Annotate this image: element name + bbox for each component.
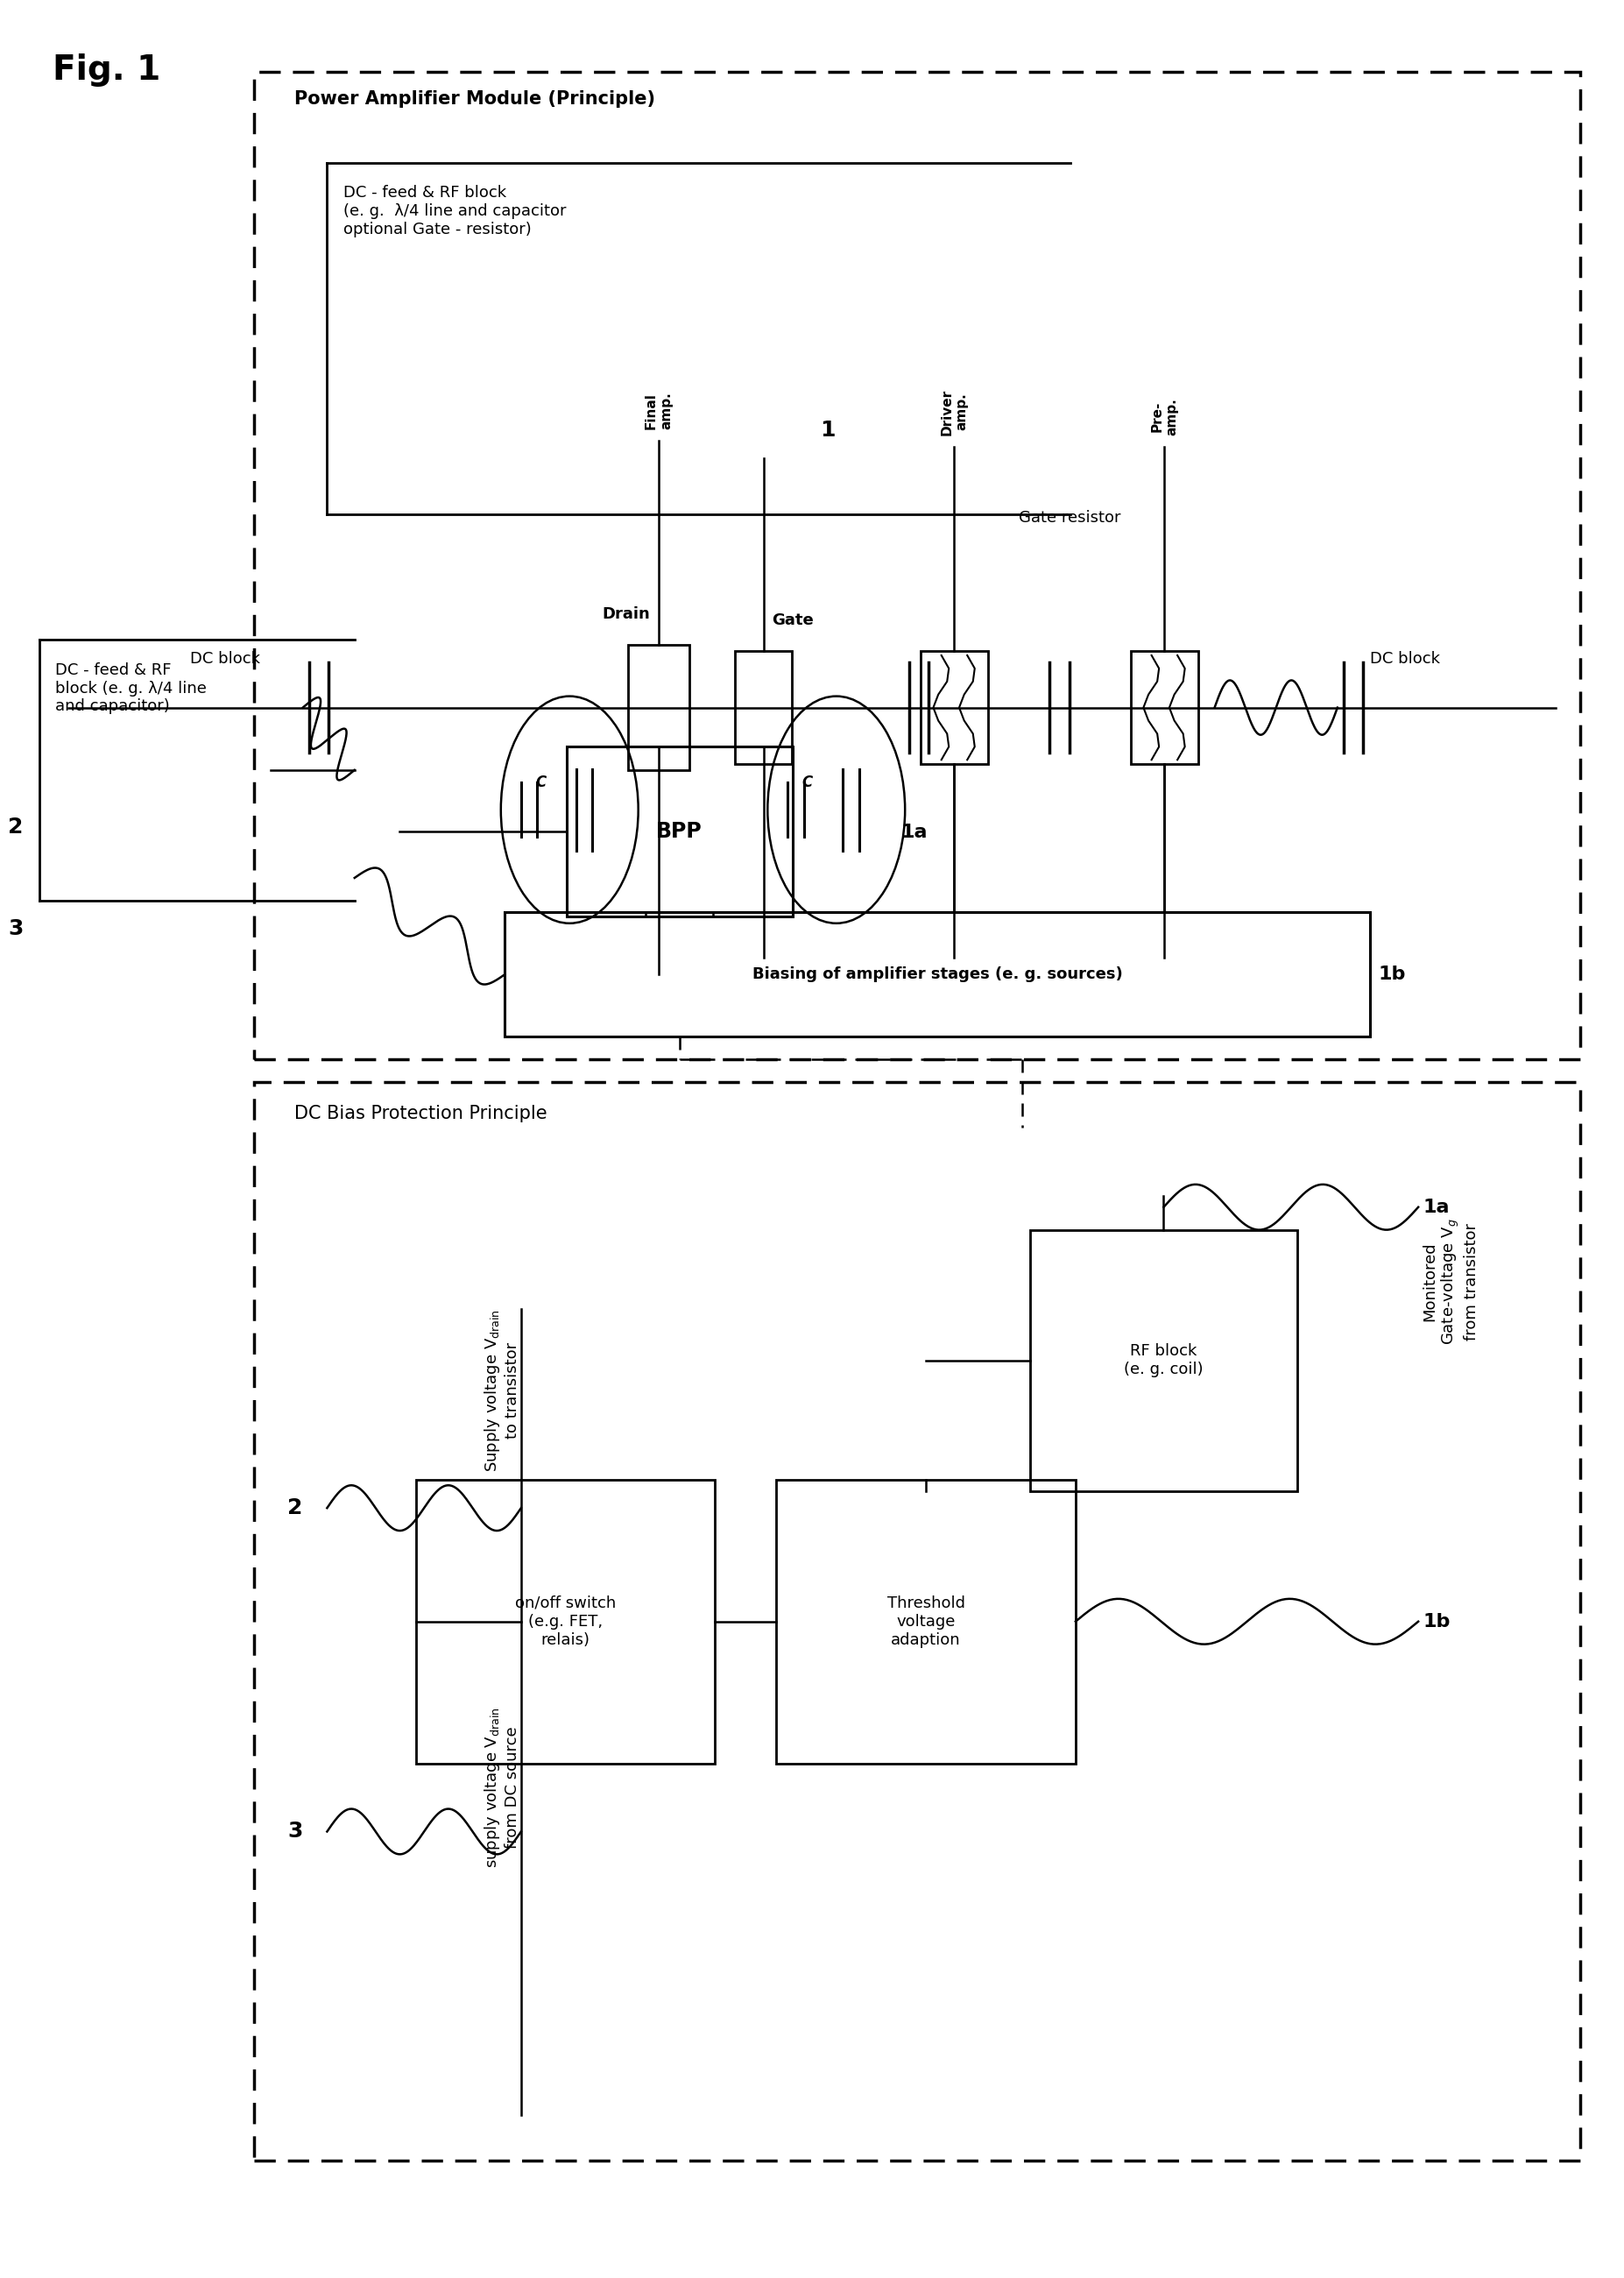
Text: Pre-
amp.: Pre- amp. (1150, 399, 1179, 435)
Text: 3: 3 (8, 918, 23, 939)
Text: DC block: DC block (190, 652, 260, 667)
Text: Supply voltage V$_{\mathrm{drain}}$
to transistor: Supply voltage V$_{\mathrm{drain}}$ to t… (482, 1310, 520, 1472)
Text: DC - feed & RF
block (e. g. λ/4 line
and capacitor): DC - feed & RF block (e. g. λ/4 line and… (55, 663, 206, 715)
Text: 2: 2 (8, 816, 23, 838)
Text: Drain: Drain (603, 606, 650, 622)
Text: Gate: Gate (771, 613, 814, 629)
Text: 3: 3 (287, 1820, 302, 1843)
Text: C: C (534, 775, 546, 790)
Text: Biasing of amplifier stages (e. g. sources): Biasing of amplifier stages (e. g. sourc… (752, 966, 1122, 982)
Text: Monitored
Gate-voltage V$_g$
from transistor: Monitored Gate-voltage V$_g$ from transi… (1421, 1219, 1479, 1346)
Text: 1b: 1b (1377, 966, 1405, 984)
Text: Threshold
voltage
adaption: Threshold voltage adaption (887, 1595, 965, 1647)
Text: Gate resistor: Gate resistor (1018, 510, 1121, 526)
Text: Final
amp.: Final amp. (645, 392, 672, 431)
Text: supply voltage V$_{\mathrm{drain}}$
from DC source: supply voltage V$_{\mathrm{drain}}$ from… (482, 1706, 520, 1868)
Text: Fig. 1: Fig. 1 (52, 55, 161, 87)
Text: BPP: BPP (656, 820, 703, 843)
Text: 1a: 1a (1423, 1198, 1450, 1216)
Text: 2: 2 (287, 1497, 302, 1519)
Text: DC block: DC block (1369, 652, 1440, 667)
Text: 1: 1 (820, 419, 835, 440)
Text: RF block
(e. g. coil): RF block (e. g. coil) (1124, 1344, 1203, 1378)
Text: 1b: 1b (1423, 1613, 1450, 1631)
Text: DC - feed & RF block
(e. g.  λ/4 line and capacitor
optional Gate - resistor): DC - feed & RF block (e. g. λ/4 line and… (343, 185, 567, 237)
Text: C: C (802, 775, 812, 790)
Text: DC Bias Protection Principle: DC Bias Protection Principle (294, 1105, 547, 1123)
Text: on/off switch
(e.g. FET,
relais): on/off switch (e.g. FET, relais) (515, 1595, 615, 1647)
Text: Driver
amp.: Driver amp. (940, 390, 968, 435)
Text: 1a: 1a (901, 825, 927, 841)
Text: Power Amplifier Module (Principle): Power Amplifier Module (Principle) (294, 89, 656, 107)
